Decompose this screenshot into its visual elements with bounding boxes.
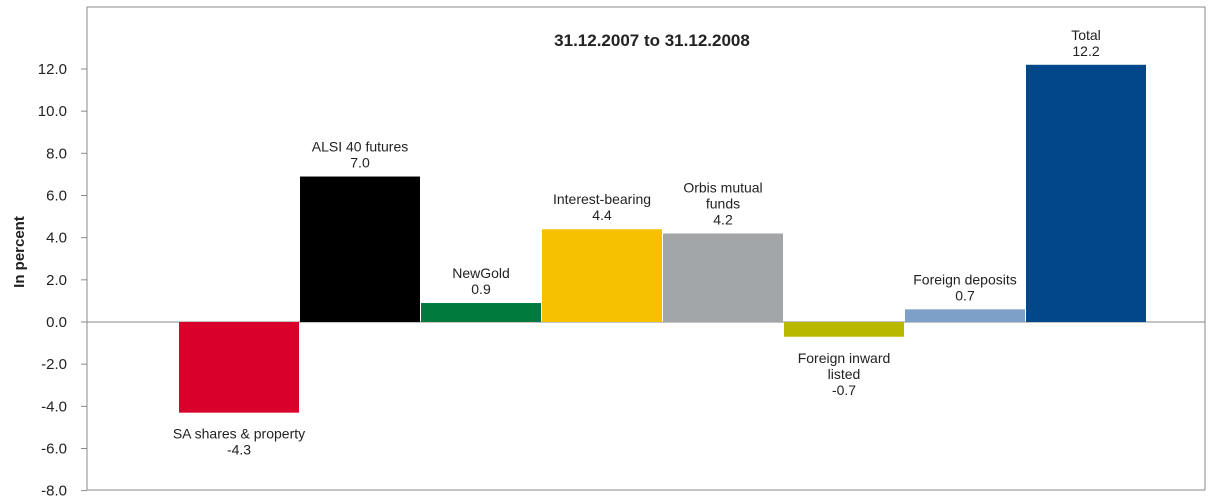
y-tick-label: 12.0 (38, 61, 67, 78)
bar-category-label: Foreign deposits (913, 271, 1017, 287)
chart-title: 31.12.2007 to 31.12.2008 (554, 31, 750, 50)
bar-labels-group: SA shares & property-4.3 ALSI 40 futures7… (173, 27, 1101, 458)
bar-value-label: 4.2 (713, 211, 733, 227)
y-tick-label: 8.0 (46, 145, 67, 162)
bar (542, 229, 662, 322)
bar (1026, 64, 1146, 323)
bar-category-label: Orbis mutual (683, 179, 762, 195)
bar (663, 233, 783, 322)
bar-category-label: Interest-bearing (553, 191, 651, 207)
bar-category-label: listed (828, 366, 861, 382)
bar-value-label: 7.0 (350, 155, 370, 171)
y-tick-label: 4.0 (46, 230, 67, 247)
y-tick-label: -4.0 (41, 398, 67, 415)
y-tick-label: 6.0 (46, 188, 67, 205)
y-tick-label: -2.0 (41, 356, 67, 373)
bar-value-label: -0.7 (832, 382, 856, 398)
y-tick-label: -8.0 (41, 483, 67, 497)
bar-category-label: ALSI 40 futures (312, 139, 409, 155)
bar-value-label: 12.2 (1072, 43, 1099, 59)
bar-category-label: Total (1071, 27, 1101, 43)
bar-category-label: Foreign inward (798, 350, 891, 366)
bar (179, 322, 299, 413)
bar-value-label: -4.3 (227, 442, 251, 458)
bar-category-label: NewGold (452, 265, 510, 281)
bar (421, 303, 541, 322)
bar-category-label: funds (706, 195, 740, 211)
y-tick-label: 2.0 (46, 272, 67, 289)
bar (300, 176, 420, 322)
y-axis-label: In percent (11, 216, 28, 288)
y-axis-ticks: 12.0 10.0 8.0 6.0 4.0 2.0 0.0 -2.0 -4.0 -6.0 -8.0 (38, 61, 87, 497)
bars-group (179, 64, 1146, 413)
bar-value-label: 0.9 (471, 281, 491, 297)
bar-value-label: 4.4 (592, 207, 612, 223)
y-tick-label: 10.0 (38, 103, 67, 120)
bar (905, 309, 1025, 322)
plot-frame (86, 6, 1206, 491)
y-tick-label: -6.0 (41, 441, 67, 458)
y-tick-label: 0.0 (46, 314, 67, 331)
bar-value-label: 0.7 (955, 287, 975, 303)
bar (784, 322, 904, 337)
bar-category-label: SA shares & property (173, 426, 305, 442)
